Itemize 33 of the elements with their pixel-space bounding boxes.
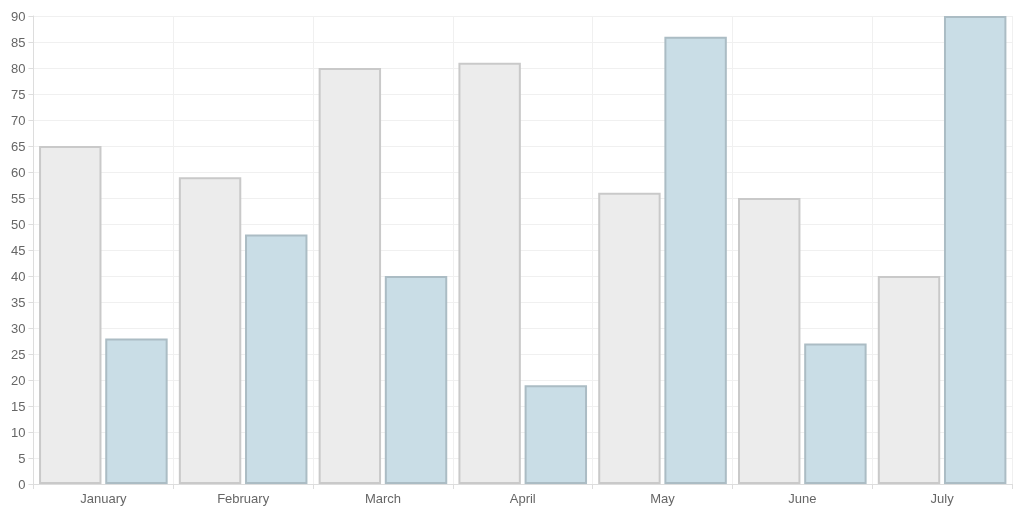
y-tick-label: 40 xyxy=(10,268,26,284)
y-tick-label: 60 xyxy=(10,164,26,180)
y-tick-label: 45 xyxy=(10,242,26,258)
y-tick-label: 30 xyxy=(10,320,26,336)
x-tick-label: July xyxy=(930,491,955,506)
bar xyxy=(664,36,727,484)
x-tick-label: June xyxy=(788,491,817,506)
y-tick-label: 90 xyxy=(10,8,26,24)
x-tick-label: May xyxy=(650,491,676,506)
y-tick-label: 5 xyxy=(18,450,26,466)
x-tick-label: January xyxy=(80,491,127,506)
bar xyxy=(943,16,1007,484)
y-tick-label: 15 xyxy=(10,398,26,414)
y-tick-label: 55 xyxy=(10,190,26,206)
y-tick-label: 75 xyxy=(10,86,26,102)
bar xyxy=(245,234,308,484)
x-tick-label: April xyxy=(509,491,536,506)
y-tick-label: 0 xyxy=(18,476,26,492)
y-tick-label: 70 xyxy=(10,112,26,128)
bar xyxy=(384,276,448,484)
y-tick-label: 10 xyxy=(10,424,26,440)
bar xyxy=(524,385,588,484)
y-tick-label: 50 xyxy=(10,216,26,232)
bar xyxy=(804,343,867,484)
y-tick-label: 25 xyxy=(10,346,26,362)
y-tick-label: 35 xyxy=(10,294,26,310)
x-tick-label: March xyxy=(364,491,401,506)
y-tick-label: 20 xyxy=(10,372,26,388)
y-tick-label: 65 xyxy=(10,138,26,154)
y-tick-label: 80 xyxy=(10,60,26,76)
y-tick-label: 85 xyxy=(10,34,26,50)
x-tick-label: February xyxy=(217,491,270,506)
bar xyxy=(105,338,168,484)
